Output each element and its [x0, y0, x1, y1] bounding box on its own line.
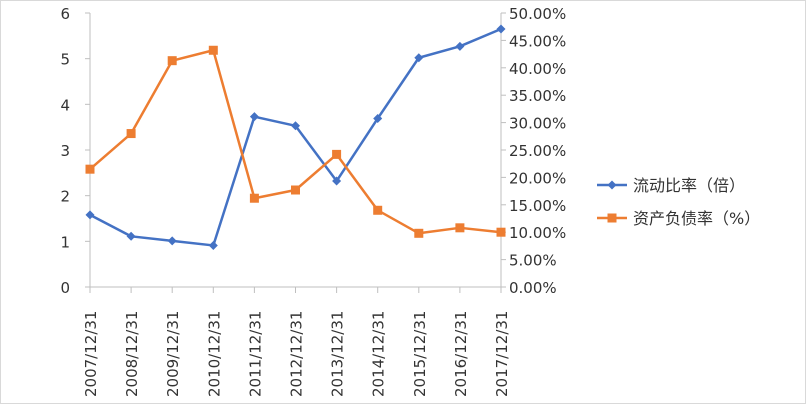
axes: 0 1 2 3 4 5 6 0.00% 5.00% 10.00% 15.00% 20.00% 25.00…	[60, 5, 566, 397]
series-2-point	[126, 129, 136, 139]
y-right-tick-label: 25.00%	[509, 142, 566, 160]
x-tick-label: 2014/12/31	[370, 311, 388, 397]
series-2-point	[496, 227, 506, 237]
y-left-tick-label: 5	[60, 51, 70, 69]
y-right-tick-label: 45.00%	[509, 32, 566, 50]
legend: 流动比率（倍） 资产负债率（%）	[597, 176, 760, 228]
x-tick-label: 2015/12/31	[411, 311, 429, 397]
series-1	[85, 24, 506, 250]
y-left-tick-label: 2	[60, 188, 70, 206]
series-1-point	[208, 240, 218, 250]
x-tick-label: 2008/12/31	[123, 311, 141, 397]
series-2-point	[208, 45, 218, 55]
y-right-tick-label: 40.00%	[509, 60, 566, 78]
legend-item-2: 资产负债率（%）	[597, 209, 760, 228]
series-2-point	[167, 56, 177, 66]
legend-item-1: 流动比率（倍）	[597, 176, 745, 195]
series-1-point	[249, 112, 259, 122]
y-right-tick-label: 50.00%	[509, 5, 566, 23]
y-right-tick-label: 0.00%	[509, 279, 557, 297]
legend-label: 资产负债率（%）	[633, 209, 760, 228]
x-tick-label: 2007/12/31	[82, 311, 100, 397]
y-right-tick-label: 20.00%	[509, 169, 566, 187]
series-1-point	[167, 236, 177, 246]
y-right-tick-label: 30.00%	[509, 115, 566, 133]
x-tick-label: 2017/12/31	[493, 311, 511, 397]
series-1-point	[291, 121, 300, 131]
series-2-point	[291, 185, 300, 195]
x-tick-label: 2011/12/31	[246, 311, 264, 397]
legend-label: 流动比率（倍）	[633, 176, 745, 195]
y-right-tick-label: 35.00%	[509, 87, 566, 105]
x-tick-label: 2010/12/31	[205, 311, 223, 397]
series-2-point	[373, 205, 383, 215]
series-1-point	[85, 210, 95, 220]
x-tick-label: 2016/12/31	[452, 311, 470, 397]
series-1-point	[126, 231, 136, 241]
series-1-point	[496, 24, 506, 34]
series-2-point	[332, 149, 342, 159]
series-1-point	[414, 53, 424, 63]
series-2	[85, 45, 506, 238]
x-tick-label: 2012/12/31	[288, 311, 306, 397]
series-2-point	[414, 228, 424, 238]
series-2-point	[249, 193, 259, 203]
series-1-point	[455, 41, 465, 51]
legend-swatch-marker	[607, 213, 617, 223]
series-1-point	[332, 176, 342, 186]
y-right-tick-label: 15.00%	[509, 197, 566, 215]
series-2-point	[85, 164, 95, 174]
series-1-line	[89, 27, 502, 247]
x-tick-label: 2013/12/31	[329, 311, 347, 397]
series-2-line	[89, 49, 502, 235]
y-left-tick-label: 3	[60, 142, 70, 160]
y-right-tick-label: 5.00%	[509, 252, 557, 270]
y-left-tick-label: 0	[60, 279, 70, 297]
y-left-tick-label: 6	[60, 5, 70, 23]
legend-swatch-marker	[607, 180, 617, 190]
x-tick-label: 2009/12/31	[164, 311, 182, 397]
series-2-point	[455, 223, 465, 233]
y-left-tick-label: 4	[60, 96, 70, 114]
y-right-tick-label: 10.00%	[509, 224, 566, 242]
y-left-tick-label: 1	[60, 233, 70, 251]
series-1-point	[373, 113, 383, 123]
series-layer	[85, 24, 506, 250]
